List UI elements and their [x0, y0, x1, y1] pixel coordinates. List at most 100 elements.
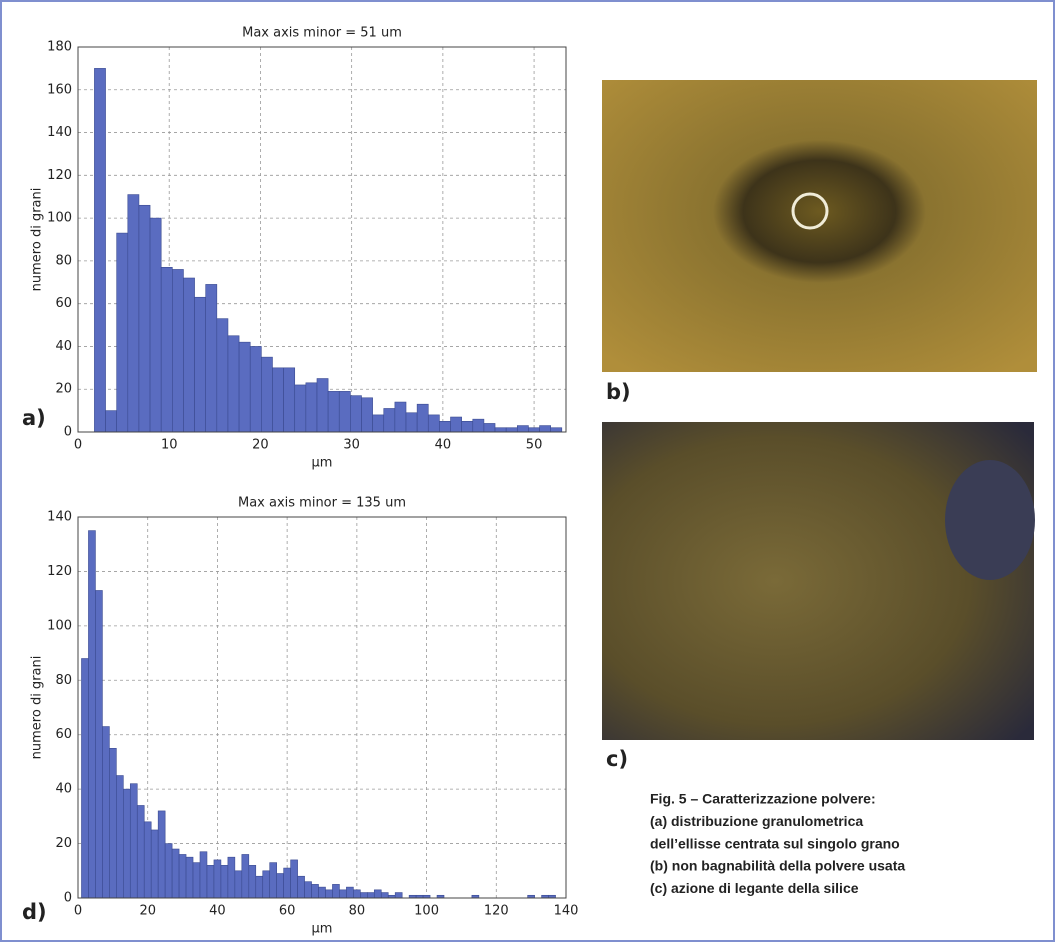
bar [517, 426, 528, 432]
x-axis-label: μm [312, 456, 333, 471]
y-axis-label: numero di grani [30, 656, 45, 760]
x-tick-label: 30 [343, 438, 360, 453]
caption-line: dell’ellisse centrata sul singolo grano [650, 835, 900, 851]
bar [353, 890, 360, 898]
bar [228, 857, 235, 898]
y-tick-label: 0 [64, 425, 72, 440]
x-tick-label: 20 [139, 904, 156, 919]
x-tick-label: 40 [209, 904, 226, 919]
bar [195, 297, 206, 432]
x-tick-label: 120 [484, 904, 509, 919]
bar [172, 849, 179, 898]
bar [207, 865, 214, 898]
bar [256, 876, 263, 898]
x-tick-label: 40 [435, 438, 452, 453]
bar [367, 893, 374, 898]
figure: a) b) c) d) Fig. 5 – Caratterizzazione p… [0, 0, 1055, 942]
y-tick-label: 120 [47, 564, 72, 579]
bar [116, 776, 123, 898]
y-tick-label: 100 [47, 618, 72, 633]
bar [284, 868, 291, 898]
chart-title: Max axis minor = 51 um [242, 26, 402, 41]
bar [339, 890, 346, 898]
bar [144, 822, 151, 898]
bar [102, 727, 109, 898]
x-axis-label: μm [312, 922, 333, 937]
x-tick-label: 140 [554, 904, 579, 919]
caption-line: Fig. 5 – Caratterizzazione polvere: [650, 791, 876, 807]
y-tick-label: 160 [47, 82, 72, 97]
y-axis-label: numero di grani [30, 188, 45, 292]
bar [395, 402, 406, 432]
bar [250, 346, 261, 432]
bar [346, 887, 353, 898]
bar [428, 415, 439, 432]
bar [506, 428, 517, 432]
bar [235, 871, 242, 898]
bar [277, 874, 284, 898]
bar [312, 884, 319, 898]
bar [317, 379, 328, 432]
x-tick-label: 10 [161, 438, 178, 453]
y-tick-label: 20 [55, 836, 72, 851]
bar [158, 811, 165, 898]
bar [95, 590, 102, 898]
bar [528, 428, 539, 432]
bar [206, 284, 217, 432]
y-tick-label: 180 [47, 40, 72, 55]
bar [183, 278, 194, 432]
bar [361, 398, 372, 432]
bar [130, 784, 137, 898]
caption-line: (b) non bagnabilità della polvere usata [650, 858, 905, 874]
x-tick-label: 100 [414, 904, 439, 919]
x-tick-label: 60 [279, 904, 296, 919]
y-tick-label: 140 [47, 510, 72, 525]
bar [384, 408, 395, 432]
bar [217, 319, 228, 432]
bar [272, 368, 283, 432]
x-tick-label: 0 [74, 438, 82, 453]
bar [439, 421, 450, 432]
bar [451, 417, 462, 432]
bar [360, 893, 367, 898]
bar [495, 428, 506, 432]
bar [319, 887, 326, 898]
bar [305, 882, 312, 898]
bar [295, 385, 306, 432]
bar [332, 884, 339, 898]
bar [161, 267, 172, 432]
y-tick-label: 0 [64, 891, 72, 906]
y-tick-label: 140 [47, 125, 72, 140]
bar [81, 659, 88, 898]
panel-label: a) [22, 406, 46, 430]
bar [186, 857, 193, 898]
bar [151, 830, 158, 898]
panel-label: b) [606, 380, 631, 404]
bar [270, 863, 277, 898]
y-tick-label: 60 [55, 296, 72, 311]
bar [193, 863, 200, 898]
bar [284, 368, 295, 432]
bar [172, 269, 183, 432]
bar [117, 233, 128, 432]
y-tick-label: 80 [55, 253, 72, 268]
bar [123, 789, 130, 898]
bar [94, 68, 105, 432]
bar [137, 805, 144, 898]
bar [150, 218, 161, 432]
bar [325, 890, 332, 898]
y-tick-label: 100 [47, 211, 72, 226]
bar [417, 404, 428, 432]
bar [165, 844, 172, 898]
x-tick-label: 80 [349, 904, 366, 919]
bar [263, 871, 270, 898]
bar [291, 860, 298, 898]
x-tick-label: 50 [526, 438, 543, 453]
bar [88, 531, 95, 898]
bar [473, 419, 484, 432]
bar [298, 876, 305, 898]
y-tick-label: 120 [47, 168, 72, 183]
bar [200, 852, 207, 898]
bar [339, 391, 350, 432]
bar [228, 336, 239, 432]
